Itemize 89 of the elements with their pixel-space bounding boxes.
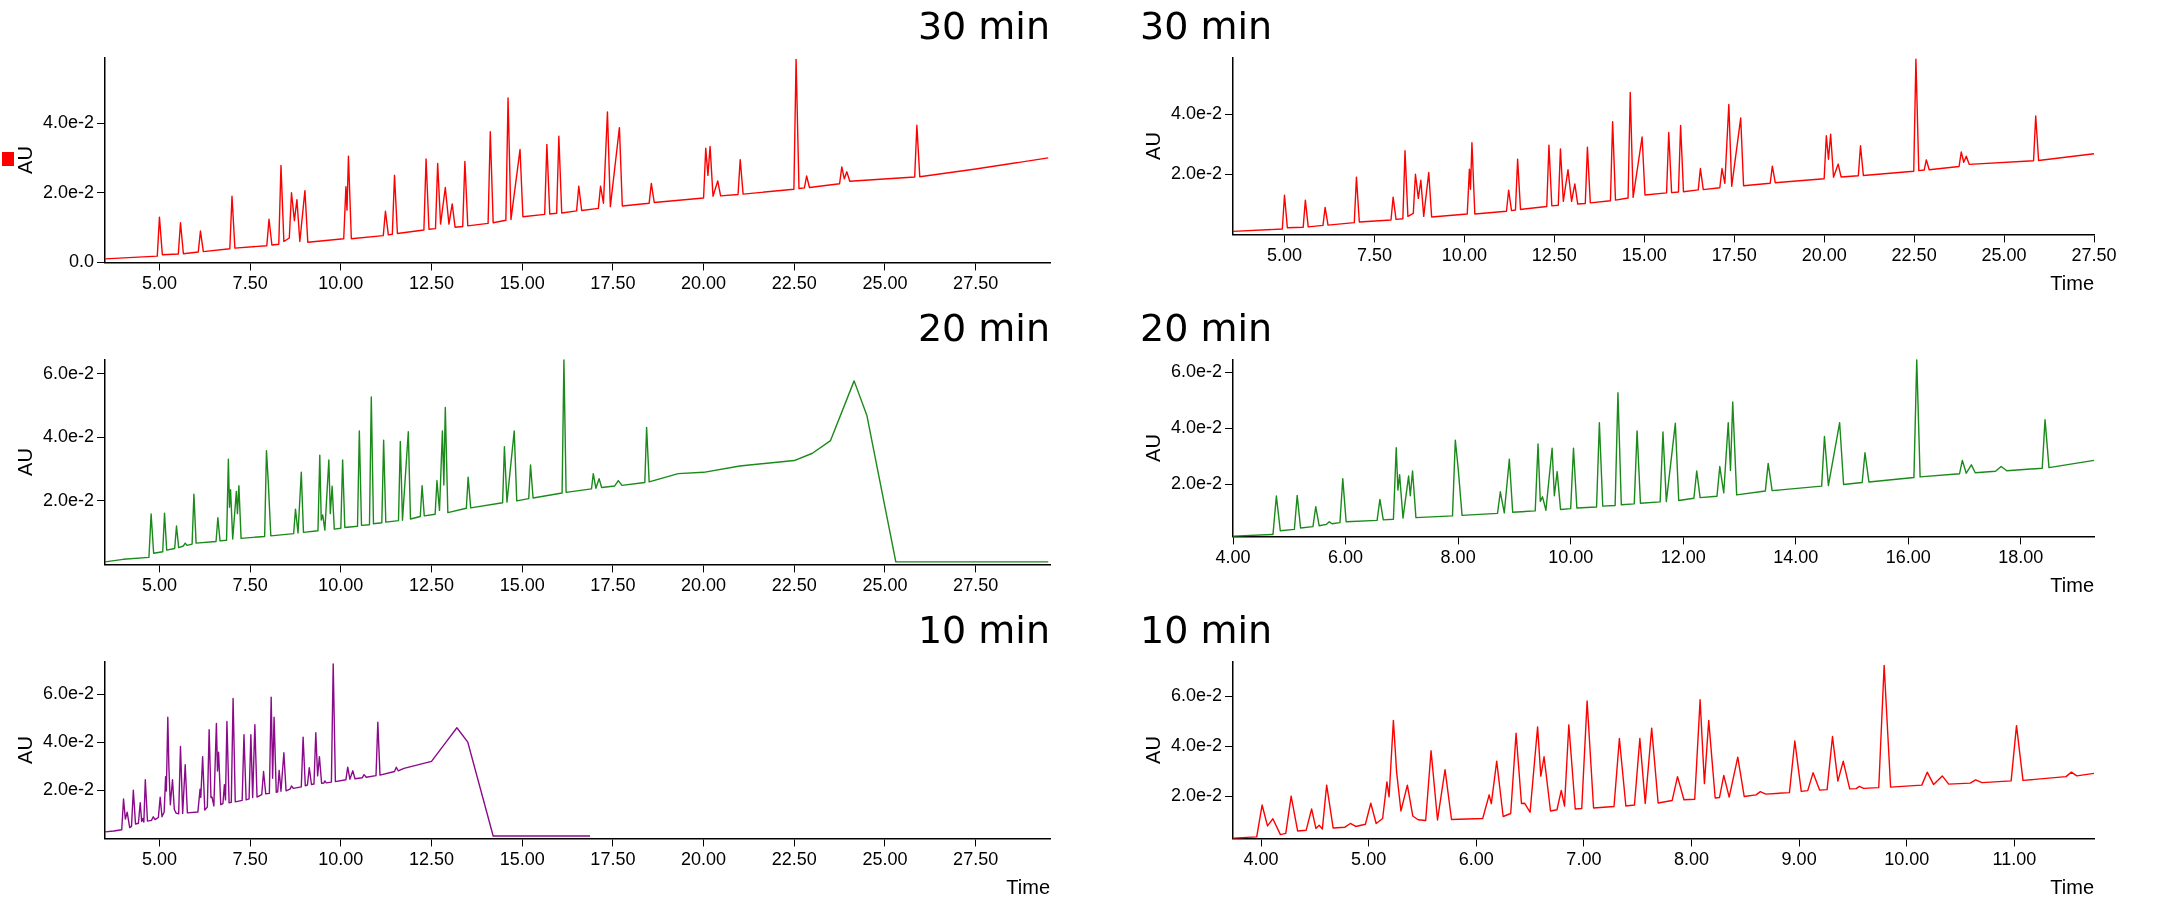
x-tick-label: 27.50 xyxy=(953,273,999,294)
x-tick-label: 6.00 xyxy=(1458,849,1494,870)
x-tick-label: 25.00 xyxy=(862,575,908,596)
x-tick-label: 8.00 xyxy=(1440,547,1476,568)
chart-title: 10 min xyxy=(917,607,1050,652)
y-axis-title: AU xyxy=(1141,132,1164,160)
x-tick-label: 10.00 xyxy=(318,273,364,294)
x-axis-title: Time xyxy=(1006,875,1050,898)
y-tick-label: 2.0e-2 xyxy=(42,489,95,510)
y-tick-label: 4.0e-2 xyxy=(42,112,95,133)
x-axis-title: Time xyxy=(2050,875,2094,898)
x-tick-label: 4.00 xyxy=(1243,849,1279,870)
x-tick-label: 11.00 xyxy=(1992,849,2037,870)
x-tick-label: 15.00 xyxy=(1621,245,1667,266)
y-axis-title: AU xyxy=(13,736,36,764)
y-axis-title: AU xyxy=(13,448,36,476)
x-tick-label: 20.00 xyxy=(681,273,727,294)
y-tick-label: 2.0e-2 xyxy=(1170,163,1223,184)
x-tick-label: 17.50 xyxy=(590,849,636,870)
x-tick-label: 10.00 xyxy=(1441,245,1487,266)
x-tick-label: 7.50 xyxy=(232,273,268,294)
x-tick-label: 5.00 xyxy=(141,273,177,294)
x-tick-label: 17.50 xyxy=(590,575,636,596)
x-axis-title: Time xyxy=(2050,573,2094,596)
x-tick-label: 12.50 xyxy=(408,575,455,596)
y-tick-label: 4.0e-2 xyxy=(1170,417,1223,438)
x-tick-label: 25.00 xyxy=(1981,245,2027,266)
y-axis-title: AU xyxy=(1141,434,1164,462)
chart-title: 20 min xyxy=(1140,305,1273,350)
x-tick-label: 7.50 xyxy=(1356,245,1392,266)
x-tick-label: 9.00 xyxy=(1781,849,1817,870)
y-tick-label: 0.0 xyxy=(69,251,95,272)
y-tick-label: 4.0e-2 xyxy=(42,731,95,752)
x-tick-label: 25.00 xyxy=(862,849,908,870)
x-tick-label: 12.50 xyxy=(408,273,455,294)
y-tick-label: 6.0e-2 xyxy=(1170,685,1223,706)
y-tick-label: 4.0e-2 xyxy=(42,426,95,447)
x-tick-label: 27.50 xyxy=(953,575,999,596)
y-axis-title: AU xyxy=(13,146,36,174)
x-tick-label: 12.00 xyxy=(1660,547,1706,568)
x-tick-label: 5.00 xyxy=(141,575,177,596)
x-tick-label: 8.00 xyxy=(1673,849,1710,870)
x-tick-label: 10.00 xyxy=(1884,849,1930,870)
chart-title: 20 min xyxy=(917,305,1050,350)
y-tick-label: 2.0e-2 xyxy=(1170,785,1223,806)
x-tick-label: 17.50 xyxy=(1711,245,1757,266)
x-tick-label: 5.00 xyxy=(1351,849,1387,870)
x-tick-label: 15.00 xyxy=(499,575,545,596)
x-tick-label: 20.00 xyxy=(1801,245,1847,266)
x-tick-label: 25.00 xyxy=(862,273,908,294)
x-tick-label: 7.50 xyxy=(232,849,268,870)
x-tick-label: 7.50 xyxy=(232,575,268,596)
x-tick-label: 5.00 xyxy=(141,849,177,870)
x-tick-label: 10.00 xyxy=(318,575,364,596)
x-axis-title: Time xyxy=(2050,271,2094,294)
x-tick-label: 6.00 xyxy=(1328,547,1364,568)
x-tick-label: 17.50 xyxy=(590,273,636,294)
x-tick-label: 12.50 xyxy=(1531,245,1577,266)
chart-title: 30 min xyxy=(1140,3,1273,48)
chart-title: 10 min xyxy=(1140,607,1273,652)
y-tick-label: 6.0e-2 xyxy=(1170,361,1223,382)
x-tick-label: 22.50 xyxy=(1891,245,1937,266)
x-tick-label: 10.00 xyxy=(318,849,364,870)
x-tick-label: 15.00 xyxy=(499,849,545,870)
x-tick-label: 27.50 xyxy=(953,849,999,870)
y-tick-label: 6.0e-2 xyxy=(42,683,95,704)
chart-title: 30 min xyxy=(917,3,1050,48)
y-tick-label: 6.0e-2 xyxy=(42,362,95,383)
y-tick-label: 2.0e-2 xyxy=(42,181,95,202)
x-tick-label: 14.00 xyxy=(1773,547,1819,568)
x-tick-label: 7.00 xyxy=(1566,849,1602,870)
y-tick-label: 4.0e-2 xyxy=(1170,103,1223,124)
x-tick-label: 22.50 xyxy=(771,273,817,294)
y-tick-label: 2.0e-2 xyxy=(42,779,95,800)
x-tick-label: 4.00 xyxy=(1215,547,1251,568)
x-tick-label: 10.00 xyxy=(1548,547,1594,568)
x-tick-label: 20.00 xyxy=(681,849,727,870)
y-axis-title: AU xyxy=(1141,736,1164,764)
x-tick-label: 22.50 xyxy=(771,575,817,596)
x-tick-label: 15.00 xyxy=(499,273,545,294)
x-tick-label: 12.50 xyxy=(408,849,455,870)
x-tick-label: 16.00 xyxy=(1885,547,1931,568)
x-tick-label: 18.00 xyxy=(1998,547,2044,568)
x-tick-label: 20.00 xyxy=(681,575,727,596)
x-tick-label: 5.00 xyxy=(1266,245,1303,266)
y-tick-label: 4.0e-2 xyxy=(1170,735,1223,756)
x-tick-label: 27.50 xyxy=(2071,245,2117,266)
x-tick-label: 22.50 xyxy=(771,849,817,870)
y-tick-label: 2.0e-2 xyxy=(1170,473,1223,494)
